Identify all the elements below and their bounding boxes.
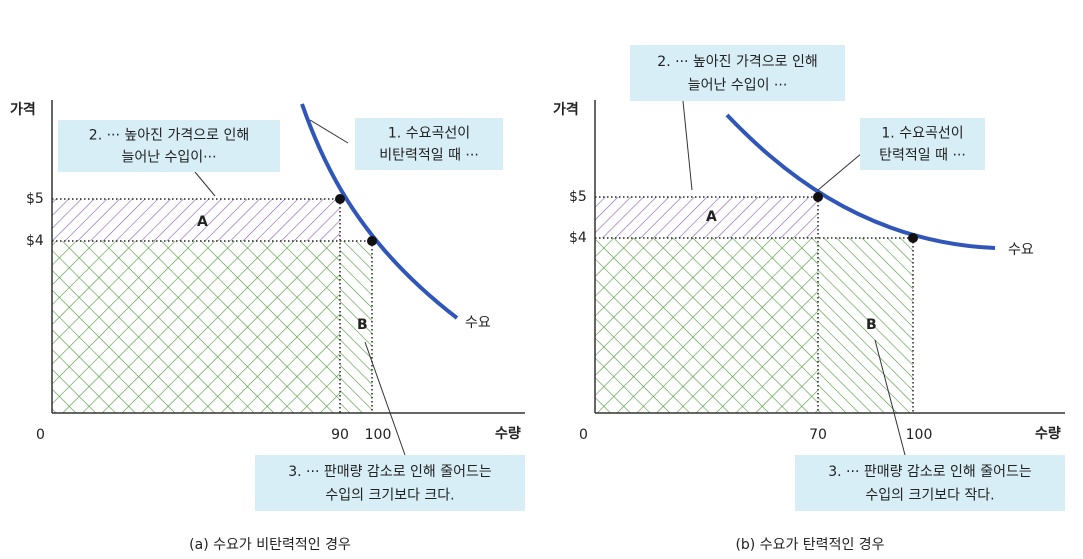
x-tick-label: 100: [365, 427, 392, 443]
callout-text: 탄력적일 때 ···: [879, 147, 966, 163]
x-axis-label: 수량: [495, 426, 521, 442]
y-tick-label: $4: [26, 233, 44, 249]
callout-text: 1. 수요곡선이: [881, 126, 963, 142]
leader-line: [874, 339, 906, 456]
callout-box: [58, 120, 280, 172]
callout-box: [860, 118, 985, 170]
point: [813, 192, 823, 202]
y-tick-label: $5: [569, 189, 587, 205]
callout-text: 수입의 크기보다 크다.: [325, 487, 454, 503]
callout-box: [630, 45, 845, 101]
callout-text: 3. ··· 판매량 감소로 인해 줄어드는: [828, 464, 1032, 480]
callout-text: 늘어난 수입이···: [121, 149, 216, 165]
callout-box: [795, 455, 1065, 511]
callout-text: 1. 수요곡선이: [388, 126, 470, 142]
callout-text: 2. ··· 높아진 가격으로 인해: [89, 128, 249, 144]
x-tick-label: 90: [331, 427, 349, 443]
callout-text: 늘어난 수입이 ···: [688, 77, 788, 93]
origin-label: 0: [579, 427, 588, 443]
area-b: [818, 238, 913, 413]
x-tick-label: 70: [809, 427, 827, 443]
point: [908, 233, 918, 243]
caption: (a) 수요가 비탄력적인 경우: [189, 537, 351, 553]
callout-box: [355, 118, 503, 170]
area-common: [52, 241, 340, 413]
origin-label: 0: [36, 427, 45, 443]
curve-label: 수요: [465, 315, 491, 331]
callout-text: 비탄력적일 때 ···: [379, 147, 479, 163]
demand-curve: [300, 103, 459, 320]
x-tick-label: 100: [906, 427, 933, 443]
leader-line: [309, 119, 349, 144]
leader-line: [194, 171, 216, 197]
y-axis-label: 가격: [553, 101, 579, 118]
leader-line: [364, 341, 406, 456]
area-label: B: [357, 317, 368, 333]
callout-text: 수입의 크기보다 작다.: [865, 487, 994, 503]
callout-box: [255, 455, 525, 511]
area-common: [595, 238, 818, 413]
area-b: [340, 241, 372, 413]
caption: (b) 수요가 탄력적인 경우: [735, 537, 884, 553]
y-tick-label: $5: [26, 191, 44, 207]
y-tick-label: $4: [569, 230, 587, 246]
demand-curve: [725, 113, 996, 250]
area-label: A: [706, 209, 717, 225]
area-label: B: [866, 317, 877, 333]
y-axis-label: 가격: [10, 101, 36, 118]
curve-label: 수요: [1008, 242, 1034, 258]
x-axis-label: 수량: [1035, 426, 1061, 442]
area-a: [595, 197, 818, 238]
point: [367, 236, 377, 246]
leader-line: [817, 147, 869, 191]
callout-text: 3. ··· 판매량 감소로 인해 줄어드는: [288, 464, 492, 480]
callout-text: 2. ··· 높아진 가격으로 인해: [657, 54, 817, 70]
point: [335, 194, 345, 204]
area-label: A: [197, 214, 208, 230]
leader-line: [682, 100, 693, 191]
area-a: [52, 199, 340, 241]
